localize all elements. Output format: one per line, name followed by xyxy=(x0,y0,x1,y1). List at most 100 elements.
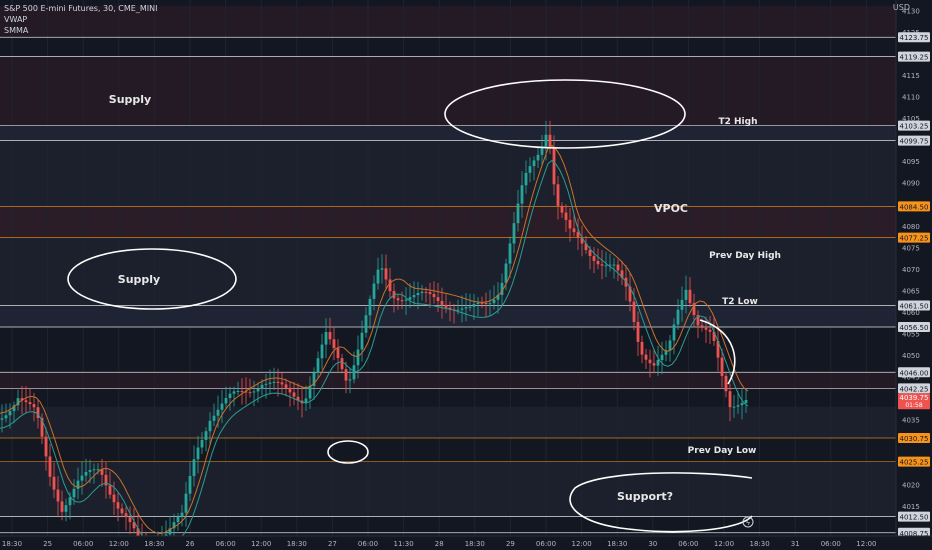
time-tick-label: 18:30 xyxy=(287,540,307,548)
candle-body xyxy=(188,476,192,494)
candle-body xyxy=(720,357,724,376)
price-tick-label: 4045 xyxy=(902,374,920,382)
candle-body xyxy=(112,494,116,503)
candle-body xyxy=(104,474,108,486)
candle-body xyxy=(108,485,112,495)
candle-body xyxy=(476,302,480,304)
candle-body xyxy=(24,400,28,403)
annotation-label: Prev Day High xyxy=(709,251,781,261)
price-tick-label: 4090 xyxy=(902,180,920,188)
candle-body xyxy=(348,379,352,381)
candle-body xyxy=(204,431,208,441)
candle-body xyxy=(588,250,592,257)
candle-body xyxy=(396,298,400,301)
time-tick-label: 12:00 xyxy=(714,540,734,548)
candle-body xyxy=(340,358,344,370)
candle-body xyxy=(272,381,276,383)
time-tick-label: 31 xyxy=(791,540,800,548)
candle-body xyxy=(620,270,624,278)
price-badge-label: 4046.00 xyxy=(900,369,929,377)
price-tick-label: 4055 xyxy=(902,330,920,338)
candle-body xyxy=(276,381,280,383)
lightning-icon-glyph: ϟ xyxy=(746,519,751,527)
annotations-layer: Supply Supply T2 High VPOC Prev Day High T2 L… xyxy=(109,93,781,503)
candle-body xyxy=(136,528,140,537)
price-tick-label: 4130 xyxy=(902,7,920,15)
candle-body xyxy=(388,279,392,292)
price-badge-label: 4077.25 xyxy=(900,235,929,243)
candle-body xyxy=(216,409,220,416)
candle-body xyxy=(52,476,56,490)
candle-body xyxy=(356,349,360,366)
candle-body xyxy=(324,332,328,345)
time-tick-label: 29 xyxy=(506,540,515,548)
candle-body xyxy=(636,321,640,342)
candle-body xyxy=(532,160,536,167)
time-axis xyxy=(0,536,932,550)
candle-body xyxy=(60,501,64,512)
candle-body xyxy=(44,436,48,457)
zone-band xyxy=(0,125,896,141)
candle-body xyxy=(12,405,16,412)
candle-body xyxy=(460,308,464,310)
price-tick-label: 4050 xyxy=(902,352,920,360)
drawn-ellipse xyxy=(67,248,237,310)
price-tick-label: 4060 xyxy=(902,309,920,317)
time-tick-label: 18:30 xyxy=(750,540,770,548)
levels-layer xyxy=(0,36,896,534)
candle-body xyxy=(132,522,136,529)
price-badge-label: 4119.25 xyxy=(900,54,929,62)
candle-body xyxy=(732,406,736,408)
candle-body xyxy=(488,303,492,305)
time-tick-label: 30 xyxy=(648,540,657,548)
symbol-title[interactable]: S&P 500 E-mini Futures, 30, CME_MINI xyxy=(4,4,158,13)
price-badge-label: 4056.50 xyxy=(900,324,929,332)
candle-body xyxy=(572,228,576,233)
candle-body xyxy=(664,350,668,355)
price-badge xyxy=(898,135,930,146)
candle-body xyxy=(280,382,284,385)
candle-body xyxy=(576,232,580,238)
candle-body xyxy=(484,303,488,305)
candle-body xyxy=(88,470,92,473)
price-badge-label: 4025.25 xyxy=(900,459,929,467)
indicator-vwap[interactable]: VWAP xyxy=(4,15,28,24)
time-tick-label: 11:30 xyxy=(394,540,414,548)
annotation-label: Support? xyxy=(617,490,673,503)
price-tick-label: 4095 xyxy=(902,158,920,166)
time-tick-label: 18:30 xyxy=(2,540,22,548)
candle-body xyxy=(584,243,588,251)
candle-body xyxy=(548,134,552,148)
candle-body xyxy=(520,185,524,204)
time-tick-label: 06:00 xyxy=(358,540,378,548)
grid-layer xyxy=(11,0,867,536)
candle-body xyxy=(416,293,420,296)
candle-body xyxy=(8,411,12,416)
price-badge xyxy=(898,300,930,311)
candle-body xyxy=(464,307,468,309)
candle-body xyxy=(284,384,288,388)
candle-body xyxy=(92,469,96,471)
candle-body xyxy=(736,405,740,407)
indicator-smma[interactable]: SMMA xyxy=(4,26,29,35)
annotation-label: T2 Low xyxy=(722,297,758,307)
candle-body xyxy=(296,396,300,401)
candle-body xyxy=(332,339,336,349)
candle-body xyxy=(656,360,660,366)
price-badge xyxy=(898,432,930,443)
candle-body xyxy=(48,456,52,477)
candle-body xyxy=(176,516,180,523)
zone-band xyxy=(0,461,896,517)
annotation-label: VPOC xyxy=(654,202,688,215)
candle-body xyxy=(200,440,204,448)
candle-body xyxy=(472,303,476,307)
candle-body xyxy=(508,243,512,264)
currency-label: USD xyxy=(892,3,910,12)
time-tick-label: 06:00 xyxy=(821,540,841,548)
price-badge-label: 4030.75 xyxy=(900,435,929,443)
candle-body xyxy=(268,382,272,384)
candle-body xyxy=(336,348,340,359)
candle-body xyxy=(628,286,632,302)
drawn-arc xyxy=(569,472,753,533)
